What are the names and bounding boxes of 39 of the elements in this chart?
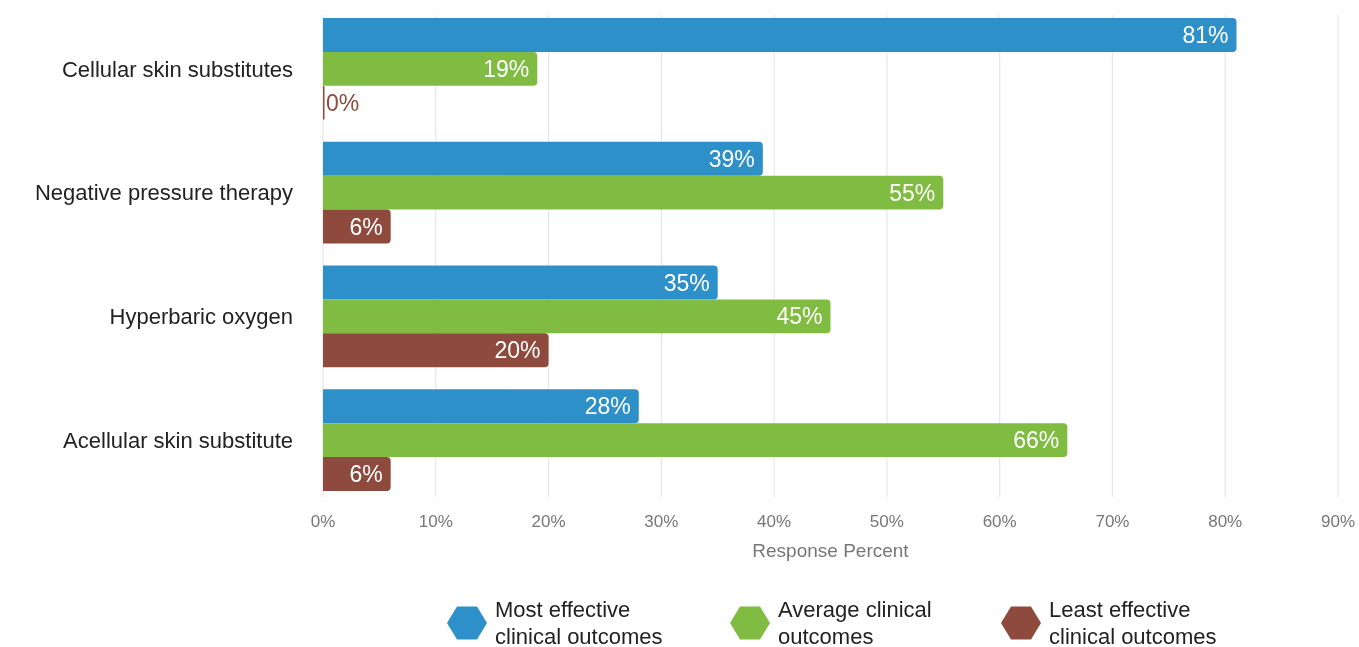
data-label: 6% bbox=[349, 461, 383, 488]
data-label: 0% bbox=[326, 89, 360, 116]
data-label: 81% bbox=[1182, 22, 1229, 49]
bar bbox=[323, 51, 538, 86]
legend-label: Least effective clinical outcomes bbox=[1049, 597, 1217, 647]
bar bbox=[323, 141, 763, 176]
bar bbox=[323, 333, 549, 368]
x-tick-label: 90% bbox=[1320, 511, 1356, 531]
x-tick-label: 10% bbox=[418, 511, 453, 531]
x-tick-label: 80% bbox=[1208, 511, 1243, 531]
x-tick-label: 20% bbox=[531, 511, 566, 531]
data-label: 20% bbox=[494, 337, 541, 364]
bar bbox=[323, 265, 718, 300]
y-tick-label: Acellular skin substitute bbox=[63, 427, 293, 453]
data-label: 39% bbox=[708, 145, 755, 172]
bar bbox=[323, 423, 1068, 458]
data-label: 6% bbox=[349, 213, 383, 240]
data-label: 19% bbox=[483, 55, 530, 82]
y-tick-label: Hyperbaric oxygen bbox=[109, 304, 293, 330]
data-label: 28% bbox=[584, 393, 631, 420]
y-tick-label: Cellular skin substitutes bbox=[61, 56, 293, 82]
bar bbox=[323, 175, 944, 210]
data-label: 45% bbox=[776, 303, 823, 330]
data-label: 35% bbox=[663, 269, 710, 296]
y-tick-label: Negative pressure therapy bbox=[34, 180, 293, 206]
data-label: 55% bbox=[889, 179, 936, 206]
bar bbox=[323, 18, 1237, 52]
legend-label: Most effective clinical outcomes bbox=[495, 597, 663, 647]
bar bbox=[323, 389, 639, 424]
legend-label: Average clinical outcomes bbox=[778, 597, 932, 647]
x-tick-label: 0% bbox=[310, 511, 336, 531]
x-tick-label: 40% bbox=[757, 511, 792, 531]
x-tick-label: 70% bbox=[1095, 511, 1130, 531]
x-tick-label: 50% bbox=[869, 511, 904, 531]
x-axis-title: Response Percent bbox=[752, 539, 910, 561]
x-tick-label: 30% bbox=[644, 511, 679, 531]
data-label: 66% bbox=[1013, 427, 1060, 454]
x-tick-label: 60% bbox=[982, 511, 1017, 531]
bar bbox=[323, 299, 831, 334]
